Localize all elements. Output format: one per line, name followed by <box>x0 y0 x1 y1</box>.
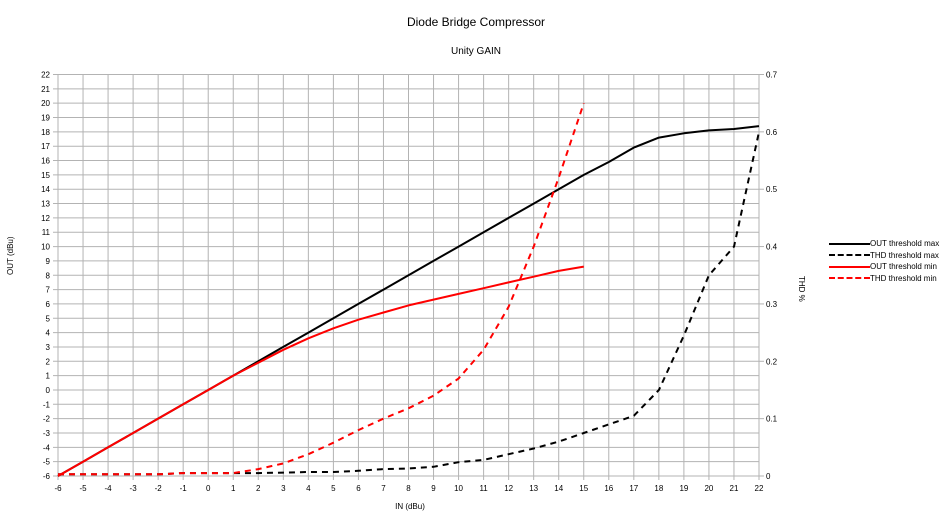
x-tick-label: -3 <box>130 484 138 493</box>
y-tick-label: 7 <box>46 286 51 295</box>
y-tick-label: 20 <box>41 99 50 108</box>
y2-tick-label: 0.2 <box>766 357 778 366</box>
y-tick-label: 11 <box>42 228 51 237</box>
legend-item: OUT threshold max <box>829 238 939 250</box>
y-tick-label: -3 <box>43 429 51 438</box>
y-tick-label: -4 <box>43 443 51 452</box>
x-tick-label: 1 <box>231 484 236 493</box>
x-tick-label: 22 <box>755 484 764 493</box>
y-tick-label: 14 <box>41 185 50 194</box>
series-thd-threshold-max <box>58 131 760 476</box>
y-axis-label: OUT (dBu) <box>6 236 15 275</box>
x-tick-label: 5 <box>331 484 336 493</box>
y-tick-label: 16 <box>41 157 50 166</box>
x-tick-label: 6 <box>356 484 361 493</box>
y-tick-label: -1 <box>43 400 51 409</box>
y2-tick-label: 0 <box>766 472 771 481</box>
x-tick-label: -5 <box>79 484 87 493</box>
y-tick-label: 3 <box>46 343 51 352</box>
y-tick-label: 6 <box>46 300 51 309</box>
y-tick-label: 19 <box>41 114 50 123</box>
x-tick-label: -6 <box>54 484 62 493</box>
x-tick-label: 15 <box>579 484 588 493</box>
legend: OUT threshold max THD threshold max OUT … <box>829 238 939 284</box>
y-tick-label: 10 <box>41 243 50 252</box>
legend-item: THD threshold max <box>829 250 939 262</box>
x-tick-label: 14 <box>554 484 563 493</box>
x-tick-label: 13 <box>529 484 538 493</box>
x-tick-label: 16 <box>604 484 613 493</box>
y2-tick-label: 0.1 <box>766 415 778 424</box>
x-axis-label: IN (dBu) <box>395 502 425 511</box>
y2-tick-label: 0.5 <box>766 185 778 194</box>
x-tick-label: 7 <box>381 484 386 493</box>
y-tick-label: 18 <box>41 128 50 137</box>
y2-tick-label: 0.4 <box>766 243 778 252</box>
y2-tick-label: 0.6 <box>766 128 778 137</box>
series-thd-threshold-min <box>58 102 585 476</box>
x-tick-label: 19 <box>679 484 688 493</box>
legend-label: OUT threshold max <box>870 239 940 249</box>
y-tick-label: 12 <box>41 214 50 223</box>
x-tick-label: 20 <box>704 484 713 493</box>
x-tick-label: 12 <box>504 484 513 493</box>
chart-subtitle: Unity GAIN <box>450 46 501 57</box>
legend-label: THD threshold min <box>870 273 937 283</box>
x-tick-label: -4 <box>105 484 113 493</box>
y-tick-label: 9 <box>46 257 51 266</box>
legend-label: THD threshold max <box>870 250 939 260</box>
y-tick-label: 2 <box>46 357 51 366</box>
x-tick-label: -1 <box>180 484 188 493</box>
chart-title: Diode Bridge Compressor <box>406 15 546 29</box>
x-tick-label: 18 <box>654 484 663 493</box>
y-tick-label: 4 <box>46 329 51 338</box>
x-tick-label: 2 <box>256 484 261 493</box>
y-tick-label: 5 <box>46 314 51 323</box>
y-tick-label: 22 <box>41 71 50 80</box>
x-tick-label: 17 <box>629 484 638 493</box>
legend-label: OUT threshold min <box>870 262 937 272</box>
legend-swatch-solid-black <box>829 242 870 245</box>
x-tick-label: 21 <box>730 484 739 493</box>
y-tick-label: 1 <box>46 372 51 381</box>
y-tick-label: 17 <box>41 142 50 151</box>
x-tick-label: 0 <box>206 484 211 493</box>
x-tick-label: 9 <box>431 484 436 493</box>
legend-swatch-solid-red <box>829 265 870 268</box>
y-tick-label: -5 <box>43 458 51 467</box>
y-tick-label: 13 <box>41 200 50 209</box>
y-tick-label: 8 <box>46 271 51 280</box>
legend-swatch-dashed-black <box>829 254 870 257</box>
x-tick-label: 11 <box>479 484 488 493</box>
legend-swatch-dashed-red <box>829 277 870 280</box>
x-tick-label: -2 <box>155 484 163 493</box>
y-tick-label: 15 <box>41 171 50 180</box>
series-out-threshold-min <box>57 265 584 477</box>
y2-tick-label: 0.7 <box>766 71 778 80</box>
y-tick-label: 21 <box>41 85 50 94</box>
y-tick-label: -6 <box>43 472 51 481</box>
y-tick-label: 0 <box>46 386 51 395</box>
y2-tick-label: 0.3 <box>766 300 778 309</box>
legend-item: OUT threshold min <box>829 261 939 273</box>
x-tick-label: 4 <box>306 484 311 493</box>
y2-axis-label: THD % <box>797 276 806 302</box>
x-tick-label: 10 <box>454 484 463 493</box>
x-tick-label: 3 <box>281 484 286 493</box>
legend-item: THD threshold min <box>829 273 939 285</box>
y-tick-label: -2 <box>43 415 51 424</box>
x-tick-label: 8 <box>406 484 411 493</box>
